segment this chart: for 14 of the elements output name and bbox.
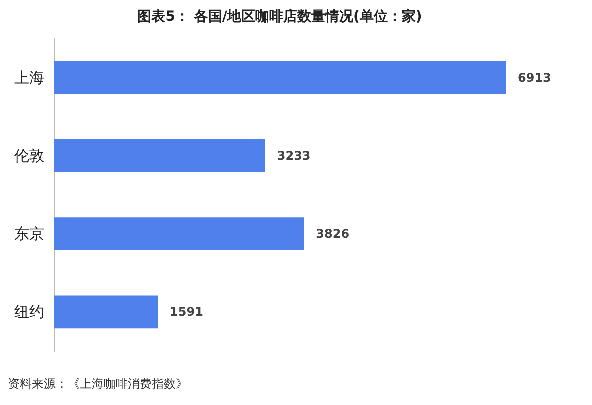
data-label: 6913 [518, 70, 552, 85]
y-tick-label: 上海 [14, 68, 44, 87]
data-label: 3826 [316, 227, 350, 242]
text: 资料来源：《上海咖啡消费指数》 [8, 376, 188, 393]
bar [54, 140, 266, 172]
y-tick-label: 东京 [14, 225, 44, 244]
y-tick-label: 伦敦 [14, 146, 44, 165]
data-label: 3233 [277, 148, 311, 163]
bar [54, 218, 304, 250]
bar [54, 296, 158, 329]
data-label: 1591 [170, 305, 204, 320]
chart-title: 图表5： 各国/地区咖啡店数量情况(单位：家) [138, 8, 422, 25]
bar [54, 61, 506, 94]
y-tick-label: 纽约 [14, 303, 44, 322]
